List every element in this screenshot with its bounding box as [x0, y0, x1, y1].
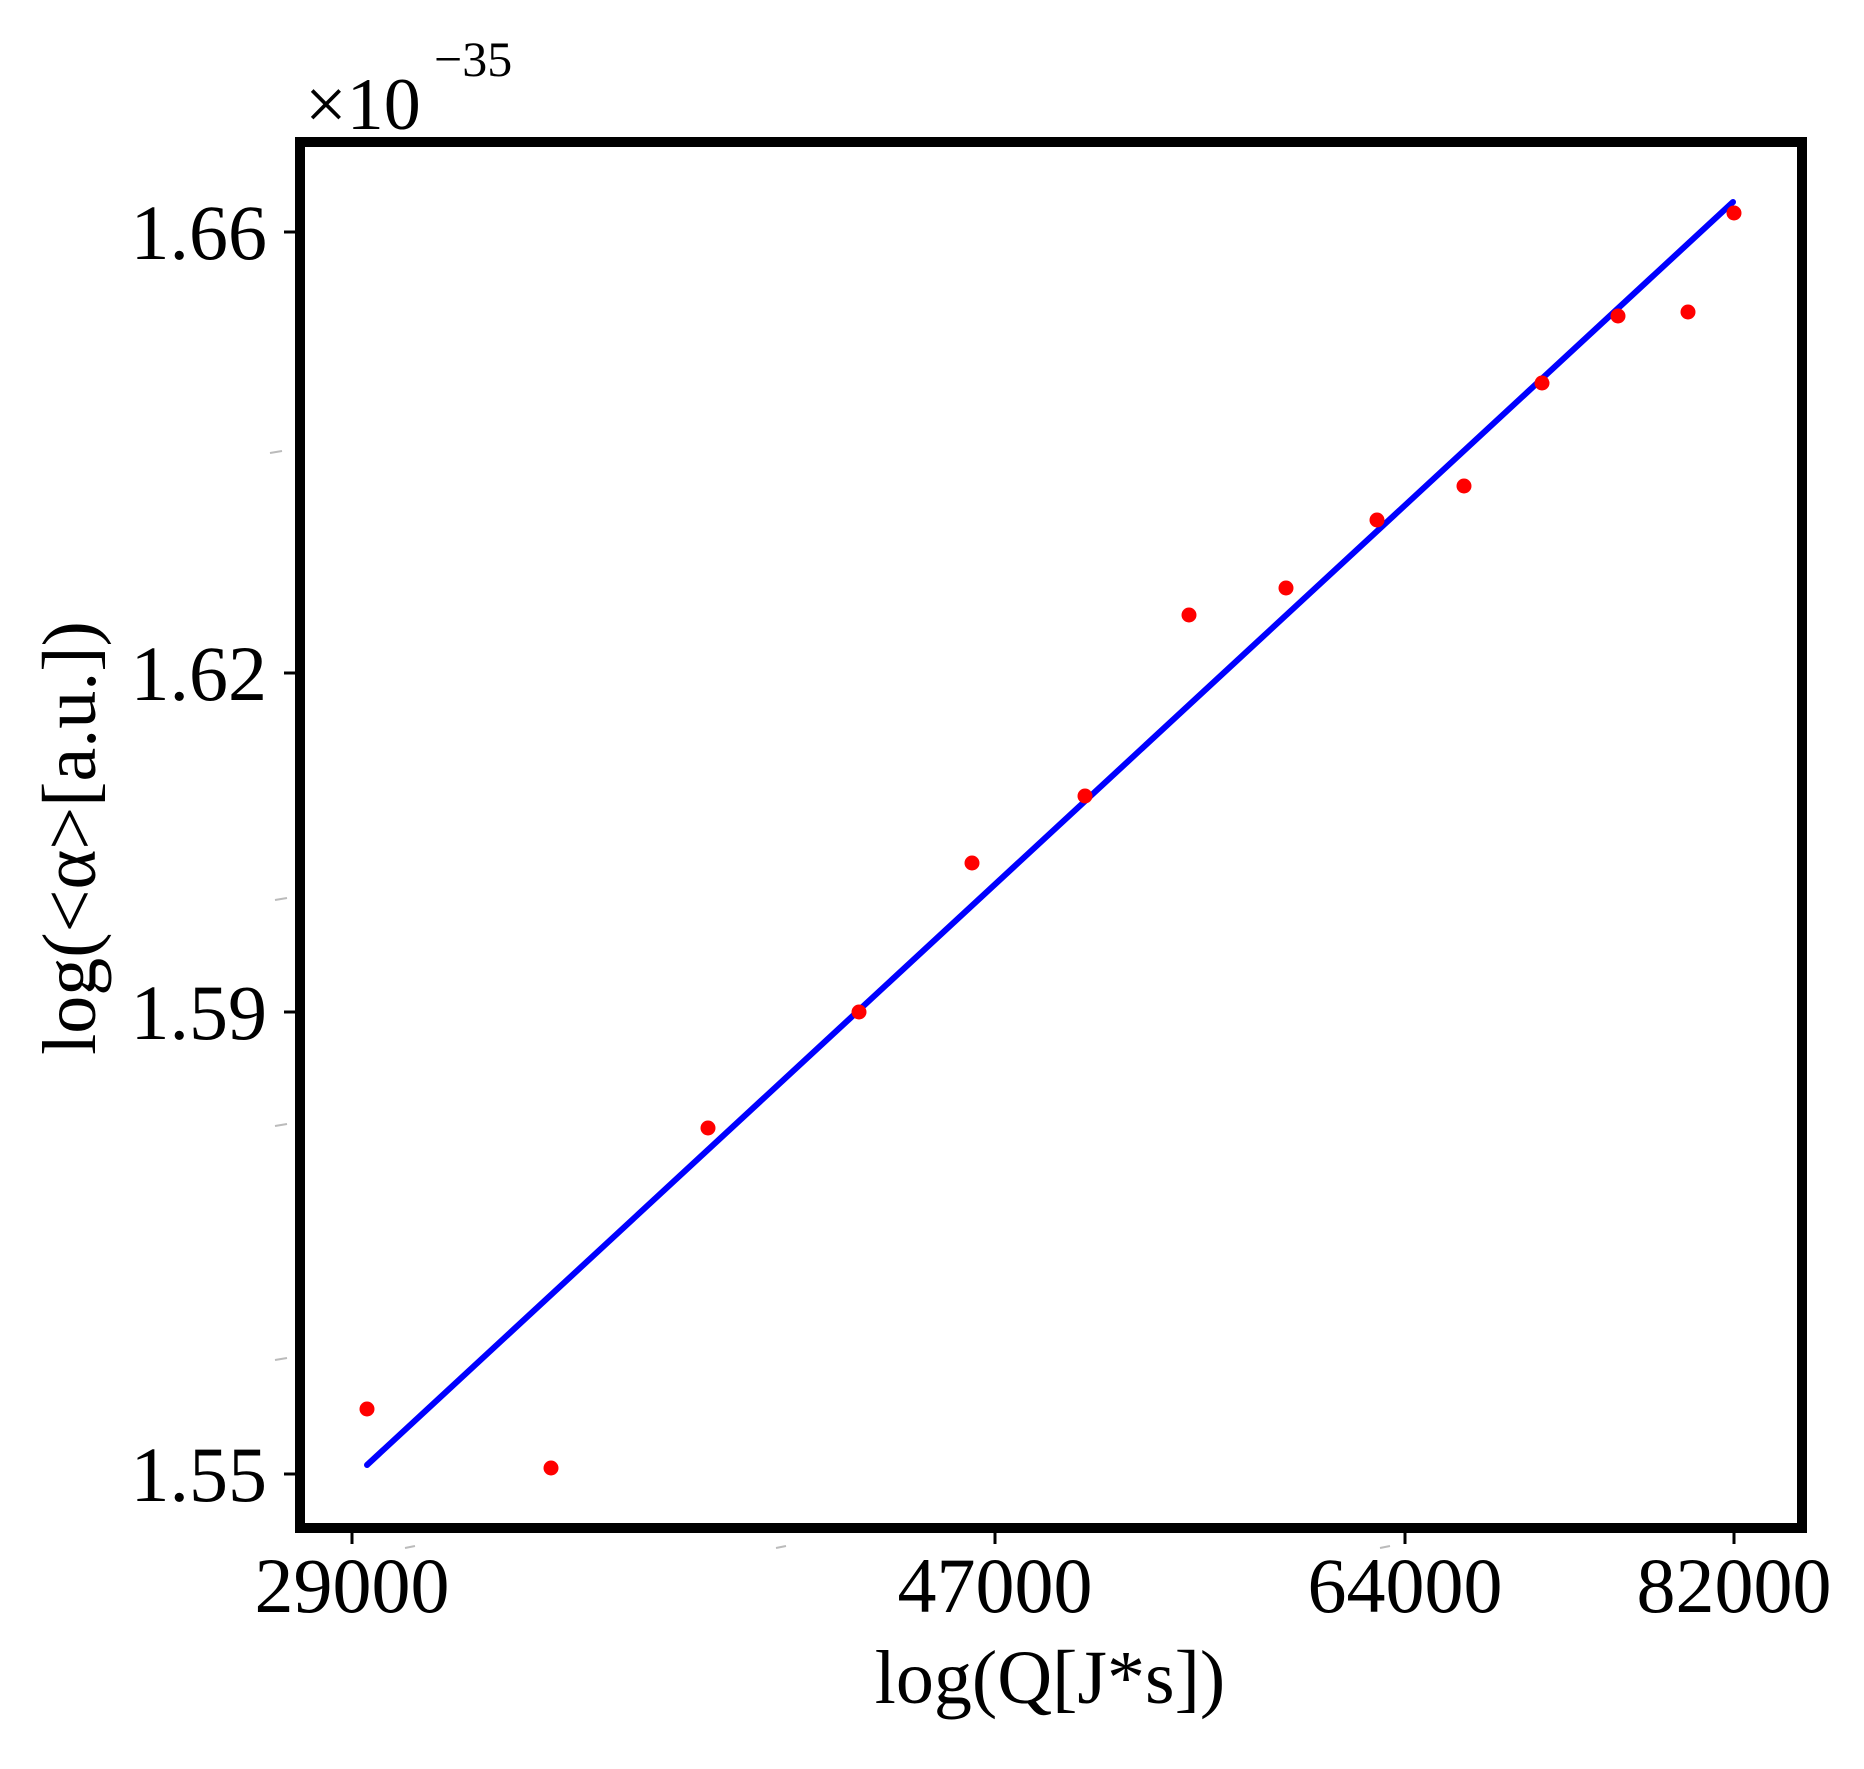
x-tick-label: 29000 — [255, 1542, 450, 1629]
data-point — [1077, 788, 1093, 804]
y-axis-ticks: 1.55 1.59 1.62 1.66 — [131, 189, 295, 1518]
y-tick-label: 1.66 — [131, 189, 268, 276]
data-point — [964, 855, 980, 871]
plot-frame — [295, 137, 1807, 1533]
y-tick-label: 1.59 — [131, 969, 268, 1056]
data-point — [851, 1004, 867, 1020]
regression-line — [364, 199, 1736, 1468]
x-axis-ticks: 29000 47000 64000 82000 — [255, 1533, 1832, 1629]
data-point — [1534, 375, 1550, 391]
y-axis-label: log(<α>[a.u.]) — [28, 621, 112, 1055]
y-axis-multiplier: ×10 — [305, 64, 421, 146]
y-axis-multiplier-exponent: −35 — [434, 31, 512, 87]
minor-tick-artifacts — [269, 450, 1391, 1549]
y-tick-label: 1.55 — [131, 1431, 268, 1518]
data-point — [1278, 580, 1294, 596]
x-tick-label: 47000 — [898, 1542, 1093, 1629]
x-tick-label: 64000 — [1308, 1542, 1503, 1629]
x-axis-label: log(Q[J*s]) — [875, 1636, 1225, 1720]
fit-line — [364, 199, 1736, 1468]
data-point — [543, 1460, 559, 1476]
data-point — [1680, 304, 1696, 320]
data-point — [1610, 308, 1626, 324]
data-point — [700, 1120, 716, 1136]
data-point — [1456, 478, 1472, 494]
data-point — [1181, 607, 1197, 623]
data-points — [359, 205, 1742, 1476]
data-point — [1726, 205, 1742, 221]
data-point — [1369, 512, 1385, 528]
x-tick-label: 82000 — [1637, 1542, 1832, 1629]
y-tick-label: 1.62 — [131, 630, 268, 717]
data-point — [359, 1401, 375, 1417]
